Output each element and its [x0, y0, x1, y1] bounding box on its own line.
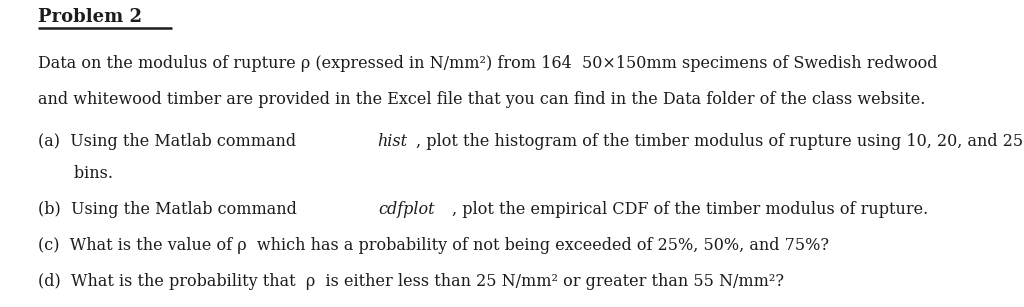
Text: hist: hist: [378, 133, 408, 150]
Text: (b)  Using the Matlab command: (b) Using the Matlab command: [38, 201, 302, 218]
Text: Problem 2: Problem 2: [38, 8, 142, 26]
Text: (a)  Using the Matlab command: (a) Using the Matlab command: [38, 133, 301, 150]
Text: cdfplot: cdfplot: [379, 201, 435, 218]
Text: and whitewood timber are provided in the Excel file that you can find in the Dat: and whitewood timber are provided in the…: [38, 91, 926, 108]
Text: bins.: bins.: [38, 165, 113, 182]
Text: (d)  What is the probability that  ρ  is either less than 25 N/mm² or greater th: (d) What is the probability that ρ is ei…: [38, 273, 784, 290]
Text: , plot the empirical CDF of the timber modulus of rupture.: , plot the empirical CDF of the timber m…: [452, 201, 928, 218]
Text: Data on the modulus of rupture ρ (expressed in N/mm²) from 164  50×150mm specime: Data on the modulus of rupture ρ (expres…: [38, 55, 938, 72]
Text: , plot the histogram of the timber modulus of rupture using 10, 20, and 25: , plot the histogram of the timber modul…: [417, 133, 1024, 150]
Text: (c)  What is the value of ρ  which has a probability of not being exceeded of 25: (c) What is the value of ρ which has a p…: [38, 237, 829, 254]
